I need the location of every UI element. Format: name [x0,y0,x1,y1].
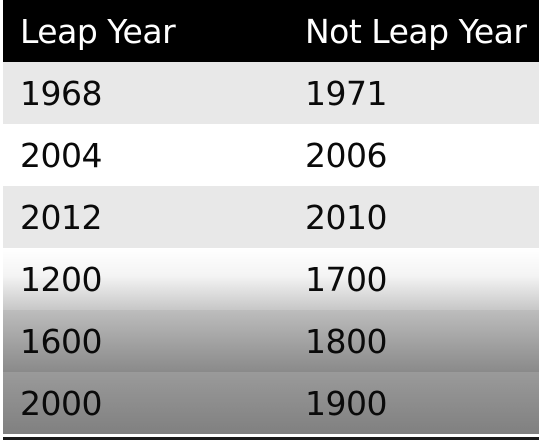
table-row: 1600 1800 [3,310,539,372]
table-row: 2004 2006 [3,124,539,186]
leap-year-cell: 1968 [3,62,288,124]
not-leap-year-cell: 2010 [288,186,539,248]
not-leap-year-cell: 2006 [288,124,539,186]
header-row: Leap Year Not Leap Year [3,0,539,62]
table-body: 1968 1971 2004 2006 2012 2010 1200 1700 … [3,62,539,434]
header-leap-year: Leap Year [3,0,288,62]
leap-year-cell: 1200 [3,248,288,310]
leap-year-cell: 1600 [3,310,288,372]
table-row: 2012 2010 [3,186,539,248]
table-header: Leap Year Not Leap Year [3,0,539,62]
not-leap-year-cell: 1700 [288,248,539,310]
header-not-leap-year: Not Leap Year [288,0,539,62]
leap-year-table: Leap Year Not Leap Year 1968 1971 2004 2… [3,0,539,434]
not-leap-year-cell: 1800 [288,310,539,372]
not-leap-year-cell: 1971 [288,62,539,124]
not-leap-year-cell: 1900 [288,372,539,434]
table-bottom-rule [3,437,539,440]
leap-year-cell: 2004 [3,124,288,186]
leap-year-cell: 2000 [3,372,288,434]
table-row: 1200 1700 [3,248,539,310]
leap-year-cell: 2012 [3,186,288,248]
table-row: 1968 1971 [3,62,539,124]
table-row: 2000 1900 [3,372,539,434]
